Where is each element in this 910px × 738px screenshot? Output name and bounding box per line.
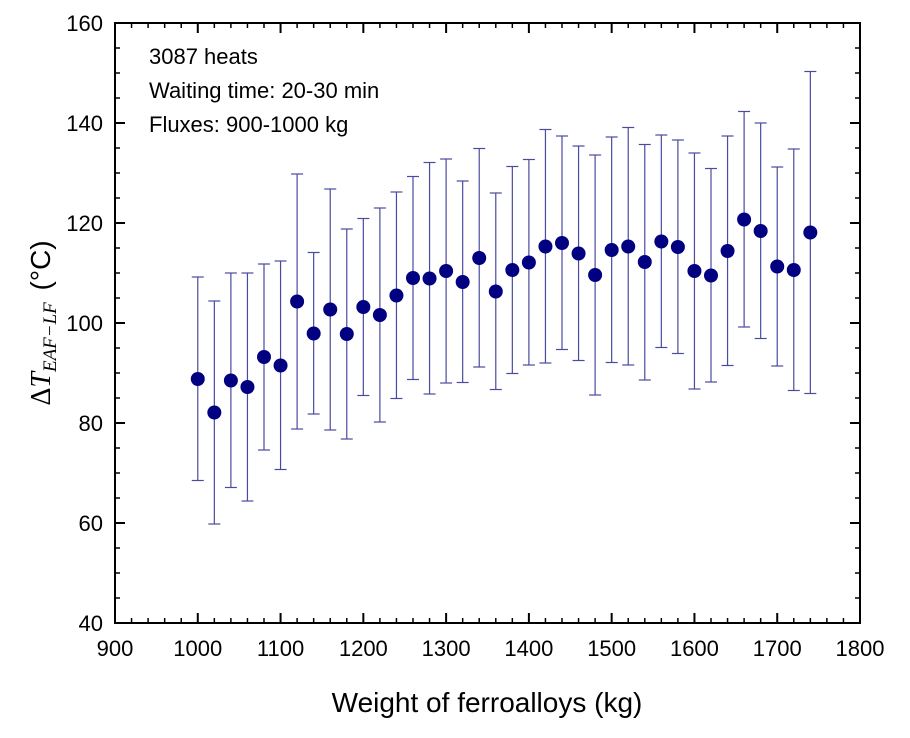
y-tick-label: 60 [79,511,103,536]
data-point [505,263,520,277]
data-point [621,239,636,254]
data-point [604,243,619,257]
y-tick-label: 40 [79,611,103,636]
tick-labels: 900 1000 1100 1200 1300 1400 1500 1600 1700 1800 4… [66,11,884,661]
data-point [323,302,338,317]
y-tick-label: 120 [66,211,103,236]
x-tick-label: 1700 [753,636,802,661]
annotation-waiting-time: Waiting time: 20-30 min [149,78,379,103]
data-point [290,294,305,309]
y-axis-title-subscript: EAF−LF [40,302,61,373]
data-point [521,255,536,270]
y-tick-label: 140 [66,111,103,136]
data-point [356,300,371,314]
annotation-fluxes: Fluxes: 900-1000 kg [149,112,348,137]
data-point [704,268,718,283]
data-point [670,240,685,254]
data-point [372,308,387,322]
data-point [389,288,404,303]
data-point [803,225,818,240]
data-point [273,358,288,373]
data-point [720,244,735,258]
y-axis-title: ΔTEAF−LF (°C) [25,240,61,405]
y-axis-title-variable: T [26,370,57,388]
data-point [240,380,255,394]
data-point [654,234,669,249]
data-point [207,405,222,420]
data-point [223,373,238,388]
annotation-box: 3087 heats Waiting time: 20-30 min Fluxe… [149,44,379,137]
x-tick-label: 1800 [836,636,885,661]
data-point [571,246,586,261]
x-tick-label: 1400 [504,636,553,661]
y-axis-title-unit: (°C) [25,240,56,298]
y-axis-title-prefix: Δ [26,388,57,406]
data-point [737,212,752,227]
x-tick-label: 1100 [257,636,304,661]
data-point [753,224,768,238]
x-axis-title: Weight of ferroalloys (kg) [332,687,643,718]
data-points [190,212,818,420]
data-point [770,259,785,274]
x-tick-label: 1300 [422,636,471,661]
x-tick-label: 1600 [670,636,719,661]
data-point [339,327,354,341]
data-point [488,284,503,299]
data-point [257,350,271,364]
data-point [555,236,569,250]
data-point [538,239,553,254]
data-point [422,271,437,286]
data-point [588,268,603,282]
annotation-heats: 3087 heats [149,44,258,69]
y-tick-label: 100 [66,311,103,336]
data-point [439,264,454,278]
data-point [406,271,420,285]
data-point [472,251,487,265]
x-tick-label: 900 [97,636,134,661]
x-tick-label: 1500 [587,636,636,661]
data-point [455,275,470,289]
data-point [786,263,801,277]
y-tick-label: 160 [66,11,103,36]
plot-frame [114,22,861,624]
y-tick-label: 80 [79,411,103,436]
data-point [306,326,321,341]
data-point [190,372,205,386]
data-point [637,255,652,269]
x-tick-label: 1000 [173,636,222,661]
x-tick-label: 1200 [339,636,388,661]
data-point [687,264,702,278]
